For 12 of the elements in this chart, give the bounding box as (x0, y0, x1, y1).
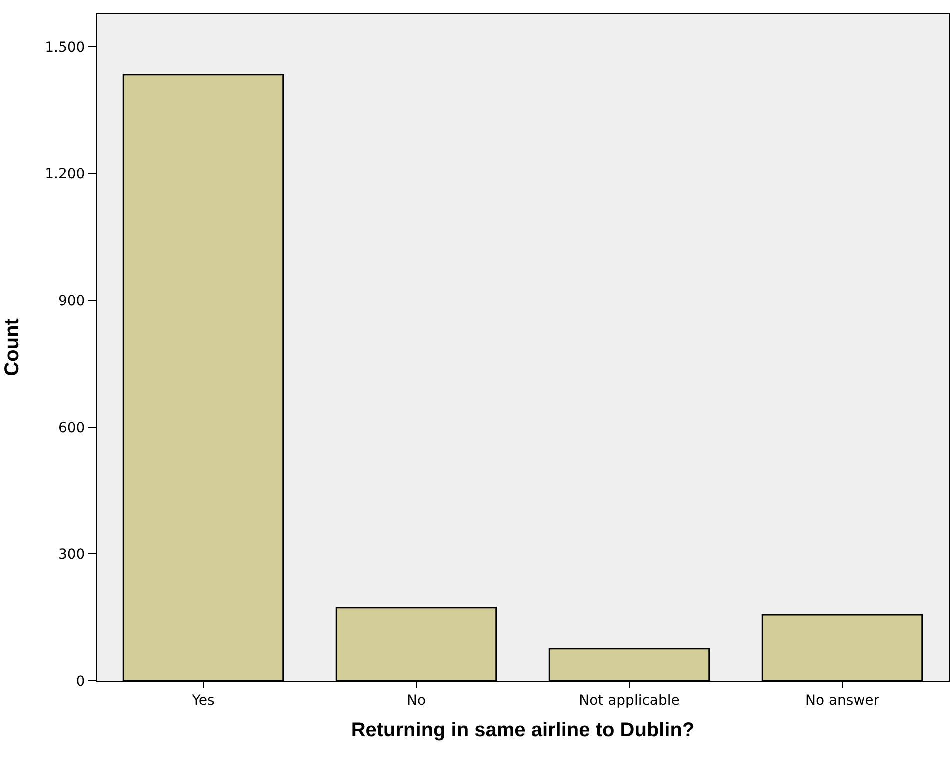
x-tick-label: Yes (191, 692, 215, 709)
x-tick-label: No answer (805, 692, 880, 709)
x-tick-label: Not applicable (579, 692, 680, 709)
y-tick-label: 0 (76, 674, 86, 690)
y-tick-label: 1.500 (45, 40, 86, 56)
y-axis-title: Count (2, 318, 24, 376)
y-tick-label: 1.200 (45, 166, 86, 183)
x-axis-title: Returning in same airline to Dublin? (351, 719, 695, 742)
y-tick-label: 600 (58, 420, 86, 436)
x-tick-label: No (406, 692, 426, 709)
y-tick-label: 900 (58, 293, 86, 310)
y-tick-label: 300 (58, 547, 86, 564)
